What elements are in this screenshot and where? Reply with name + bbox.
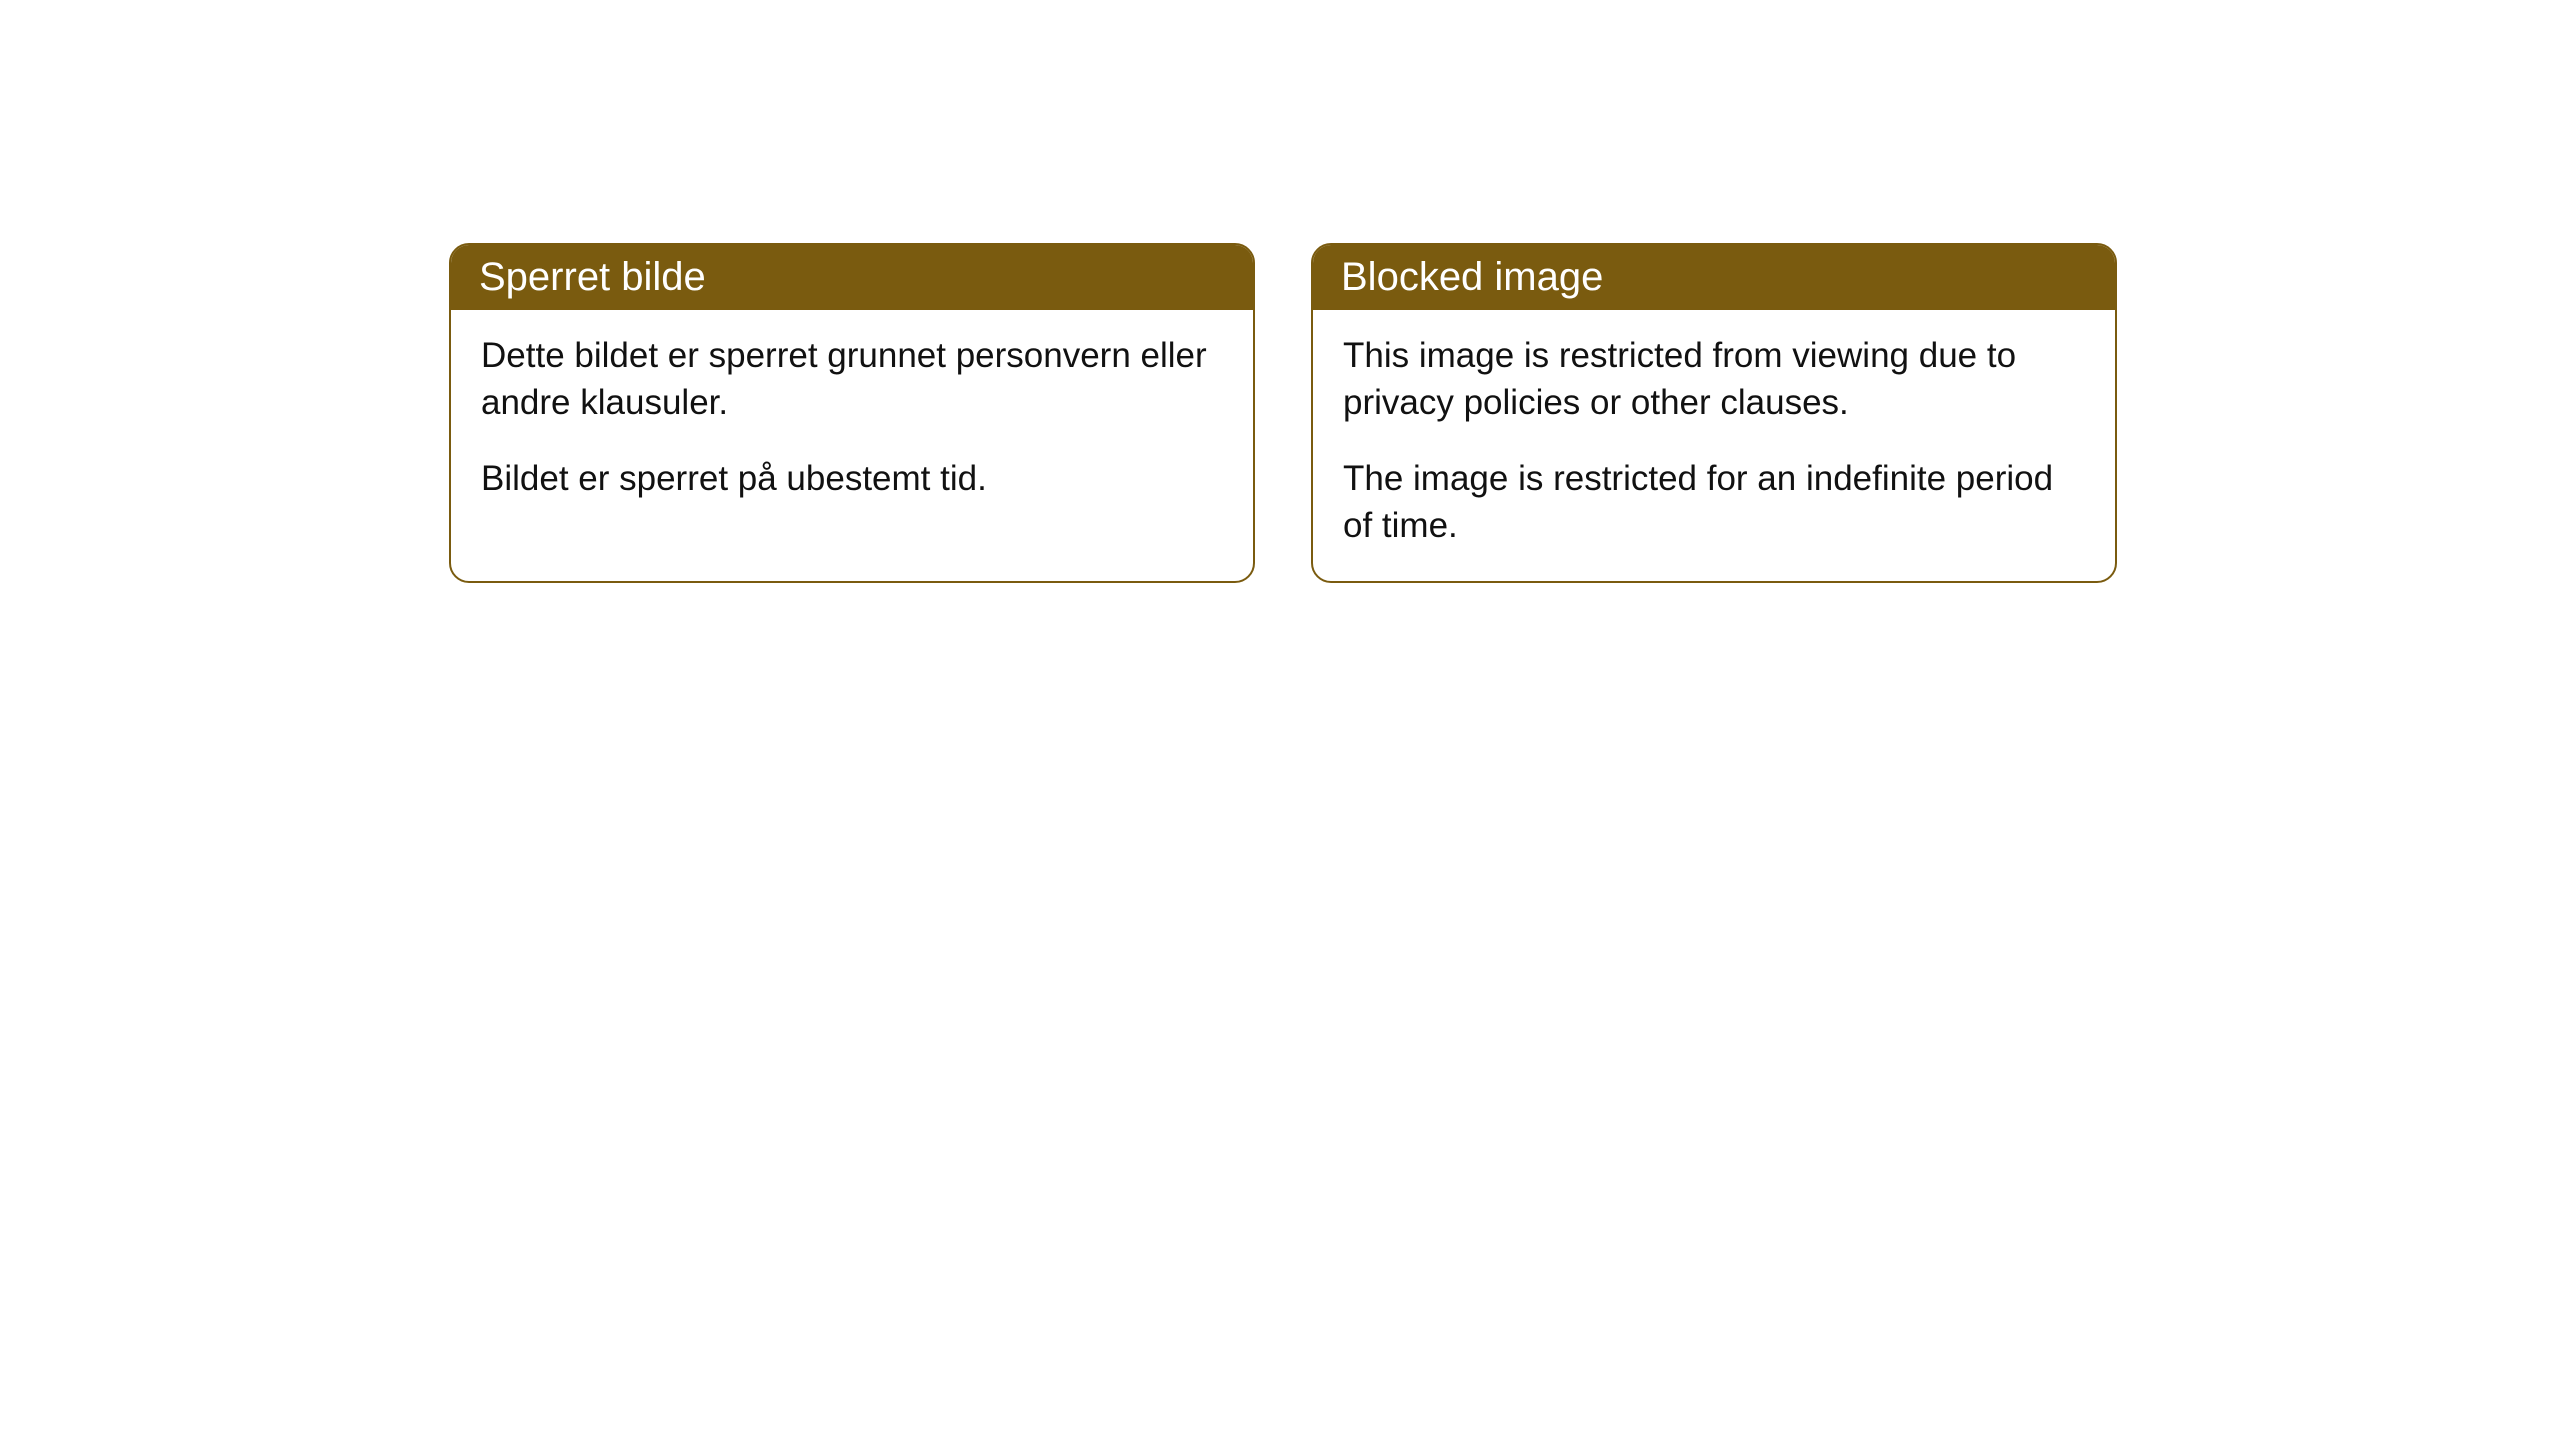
card-text-en-2: The image is restricted for an indefinit… [1343,455,2085,550]
notice-cards-container: Sperret bilde Dette bildet er sperret gr… [0,0,2560,583]
card-text-no-1: Dette bildet er sperret grunnet personve… [481,332,1223,427]
card-body-en: This image is restricted from viewing du… [1313,310,2115,581]
card-text-no-2: Bildet er sperret på ubestemt tid. [481,455,1223,502]
card-text-en-1: This image is restricted from viewing du… [1343,332,2085,427]
card-body-no: Dette bildet er sperret grunnet personve… [451,310,1253,534]
blocked-image-card-no: Sperret bilde Dette bildet er sperret gr… [449,243,1255,583]
card-header-no: Sperret bilde [451,245,1253,310]
card-header-en: Blocked image [1313,245,2115,310]
blocked-image-card-en: Blocked image This image is restricted f… [1311,243,2117,583]
